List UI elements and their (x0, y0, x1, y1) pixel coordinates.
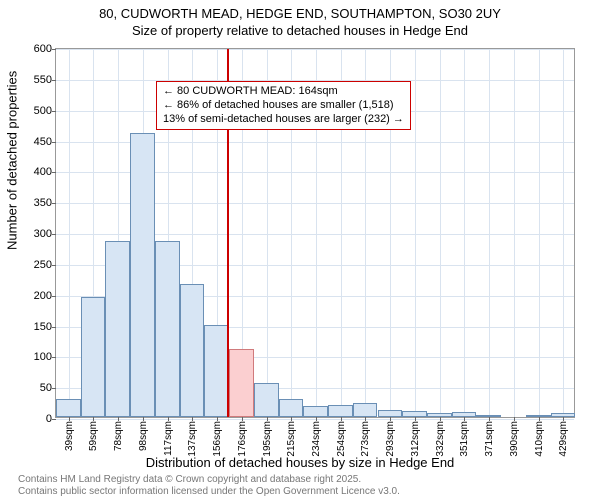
y-tick-mark (52, 357, 56, 358)
x-tick-label: 332sqm (435, 421, 446, 457)
gridline-vertical (415, 49, 416, 417)
y-tick-label: 300 (34, 228, 52, 240)
plot-region: 05010015020025030035040045050055060039sq… (55, 48, 575, 418)
y-tick-label: 600 (34, 43, 52, 55)
gridline-vertical (464, 49, 465, 417)
attribution-footer: Contains HM Land Registry data © Crown c… (18, 474, 400, 498)
gridline-vertical (440, 49, 441, 417)
y-tick-label: 150 (34, 321, 52, 333)
y-tick-mark (52, 327, 56, 328)
annotation-line: ← 86% of detached houses are smaller (1,… (163, 99, 404, 113)
x-tick-label: 254sqm (336, 421, 347, 457)
histogram-bar (551, 413, 576, 417)
y-tick-mark (52, 296, 56, 297)
y-axis-label: Number of detached properties (5, 71, 20, 250)
y-tick-label: 400 (34, 166, 52, 178)
histogram-bar (155, 241, 180, 417)
y-tick-label: 50 (40, 382, 52, 394)
footer-line2: Contains public sector information licen… (18, 486, 400, 498)
histogram-bar (328, 405, 353, 417)
y-tick-mark (52, 49, 56, 50)
gridline-vertical (489, 49, 490, 417)
y-tick-mark (52, 80, 56, 81)
histogram-bar (452, 412, 477, 417)
gridline-horizontal (56, 419, 574, 420)
gridline-vertical (69, 49, 70, 417)
gridline-vertical (563, 49, 564, 417)
y-tick-label: 100 (34, 351, 52, 363)
x-tick-label: 351sqm (459, 421, 470, 457)
histogram-bar (402, 411, 427, 417)
chart-title-line2: Size of property relative to detached ho… (0, 23, 600, 38)
x-tick-label: 371sqm (484, 421, 495, 457)
x-tick-label: 215sqm (286, 421, 297, 457)
y-tick-mark (52, 419, 56, 420)
annotation-line: ← 80 CUDWORTH MEAD: 164sqm (163, 85, 404, 99)
x-tick-label: 117sqm (163, 421, 174, 456)
y-tick-label: 250 (34, 259, 52, 271)
x-tick-label: 39sqm (64, 421, 75, 451)
x-tick-label: 137sqm (187, 421, 198, 457)
y-tick-mark (52, 388, 56, 389)
x-tick-label: 78sqm (113, 421, 124, 451)
y-tick-mark (52, 234, 56, 235)
gridline-horizontal (56, 49, 574, 50)
annotation-box: ← 80 CUDWORTH MEAD: 164sqm← 86% of detac… (156, 81, 411, 130)
histogram-bar (353, 403, 378, 417)
y-tick-mark (52, 265, 56, 266)
y-tick-label: 450 (34, 136, 52, 148)
histogram-bar (229, 349, 254, 417)
histogram-bar (204, 325, 229, 418)
x-tick-label: 176sqm (237, 421, 248, 457)
y-tick-label: 500 (34, 105, 52, 117)
y-tick-mark (52, 111, 56, 112)
x-tick-label: 59sqm (88, 421, 99, 451)
chart-area: 05010015020025030035040045050055060039sq… (55, 48, 575, 418)
x-tick-label: 410sqm (534, 421, 545, 457)
histogram-bar (427, 413, 452, 417)
footer-line1: Contains HM Land Registry data © Crown c… (18, 474, 400, 486)
y-tick-mark (52, 203, 56, 204)
x-tick-label: 273sqm (360, 421, 371, 457)
histogram-bar (254, 383, 279, 417)
histogram-bar (105, 241, 130, 417)
x-axis-label: Distribution of detached houses by size … (0, 455, 600, 470)
histogram-bar (526, 415, 551, 417)
x-tick-label: 195sqm (262, 421, 273, 457)
gridline-vertical (539, 49, 540, 417)
histogram-bar (378, 410, 403, 417)
histogram-bar (81, 297, 106, 417)
x-tick-label: 234sqm (311, 421, 322, 457)
histogram-bar (279, 399, 304, 418)
gridline-vertical (514, 49, 515, 417)
histogram-bar (180, 284, 205, 417)
histogram-bar (476, 415, 501, 417)
x-tick-label: 312sqm (410, 421, 421, 457)
x-tick-label: 429sqm (558, 421, 569, 457)
y-tick-mark (52, 172, 56, 173)
x-tick-label: 156sqm (212, 421, 223, 457)
histogram-bar (130, 133, 155, 417)
chart-title-line1: 80, CUDWORTH MEAD, HEDGE END, SOUTHAMPTO… (0, 0, 600, 23)
x-tick-label: 293sqm (385, 421, 396, 457)
x-tick-label: 98sqm (138, 421, 149, 451)
y-tick-label: 550 (34, 74, 52, 86)
annotation-line: 13% of semi-detached houses are larger (… (163, 113, 404, 127)
y-tick-mark (52, 142, 56, 143)
y-tick-label: 350 (34, 197, 52, 209)
histogram-bar (303, 406, 328, 417)
x-tick-label: 390sqm (509, 421, 520, 457)
histogram-bar (56, 399, 81, 418)
y-tick-label: 200 (34, 290, 52, 302)
